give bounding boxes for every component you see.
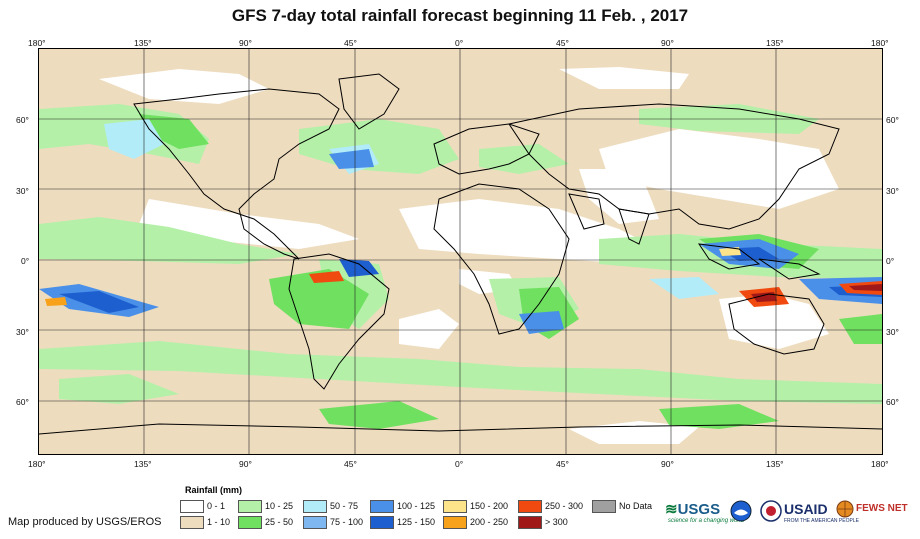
legend-swatch [303,516,327,529]
legend-label: 1 - 10 [207,517,231,527]
coastlines [39,73,882,435]
usaid-tagline: FROM THE AMERICAN PEOPLE [784,518,859,524]
lon-tick: 180° [871,459,889,469]
rainfall-map [38,48,883,455]
lat-tick: 30° [16,186,29,196]
map-title: GFS 7-day total rainfall forecast beginn… [231,6,689,25]
legend-label: 75 - 100 [330,517,364,527]
lon-tick: 90° [661,38,674,48]
lat-tick: 60° [16,397,29,407]
legend-swatch [180,516,204,529]
lat-tick: 0° [21,256,30,266]
lon-tick: 135° [134,38,152,48]
lon-tick: 180° [28,459,46,469]
noaa-logo-icon [730,500,752,522]
usgs-wave-icon: ≋ [665,501,678,518]
legend-label: 50 - 75 [330,501,359,511]
legend-swatch [518,500,542,513]
lon-tick: 180° [28,38,46,48]
lon-tick: 135° [134,459,152,469]
fewsnet-logo: FEWS NET [856,503,908,514]
lon-tick: 135° [766,38,784,48]
lat-tick: 60° [16,115,29,125]
lon-tick: 45° [556,459,569,469]
rainfall-map-canvas [39,49,882,454]
legend-swatch [443,500,467,513]
fewsnet-globe-icon [836,500,854,518]
usaid-seal-icon [760,500,782,522]
lat-tick: 60° [886,397,899,407]
lat-tick: 60° [886,115,899,125]
map-credit: Map produced by USGS/EROS [8,516,162,528]
lon-tick: 0° [455,38,464,48]
usgs-tagline: science for a changing world [668,518,745,524]
lat-tick: 30° [16,327,29,337]
legend-swatch [238,516,262,529]
legend-label: 150 - 200 [470,501,509,511]
legend-swatch [370,516,394,529]
lat-tick: 0° [886,256,895,266]
legend-swatch [518,516,542,529]
lat-tick: 30° [886,186,899,196]
legend-label: 25 - 50 [265,517,294,527]
legend-swatch [238,500,262,513]
legend-swatch [180,500,204,513]
legend-swatch [443,516,467,529]
legend-swatch [370,500,394,513]
graticule [39,49,882,454]
lon-tick: 0° [455,459,464,469]
legend-label: 200 - 250 [470,517,509,527]
legend-label: 0 - 1 [207,501,226,511]
legend-label: 100 - 125 [397,501,436,511]
lon-tick: 45° [344,459,357,469]
rain-heavy [45,247,882,307]
legend-label: 10 - 25 [265,501,294,511]
legend-title: Rainfall (mm) [185,485,243,495]
rain-25-50 [139,114,882,429]
usaid-logo: USAID [784,501,828,517]
lon-tick: 180° [871,38,889,48]
legend-label: No Data [619,501,653,511]
lon-tick: 135° [766,459,784,469]
lon-tick: 45° [344,38,357,48]
legend-swatch [303,500,327,513]
lon-tick: 45° [556,38,569,48]
usgs-logo: ≋USGS [665,501,721,518]
legend-label: > 300 [545,517,568,527]
legend-swatch [592,500,616,513]
legend-label: 250 - 300 [545,501,584,511]
lon-tick: 90° [239,38,252,48]
lat-tick: 30° [886,327,899,337]
legend-label: 125 - 150 [397,517,436,527]
lon-tick: 90° [239,459,252,469]
lon-tick: 90° [661,459,674,469]
